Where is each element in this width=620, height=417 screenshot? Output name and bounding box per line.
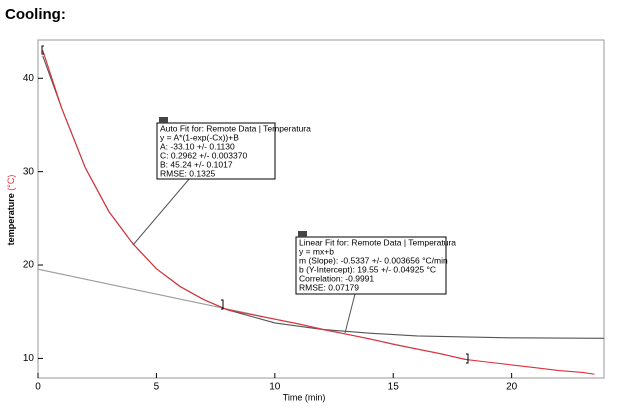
annotation-frame xyxy=(295,236,447,295)
leader-lines xyxy=(132,177,356,334)
annotation-line: Correlation: -0.9991 xyxy=(299,273,374,283)
annotation-line: C: 0.2962 +/- 0.003370 xyxy=(160,150,247,160)
leader-line xyxy=(132,177,191,246)
y-axis-label: temperature (°C) xyxy=(6,175,16,246)
annotation-frame xyxy=(156,122,276,180)
annotation-line: Auto Fit for: Remote Data | Temperatura xyxy=(160,123,311,133)
x-tick-label: 20 xyxy=(506,382,518,393)
annotation-line: B: 45.24 +/- 0.1017 xyxy=(160,159,233,169)
x-tick-label: 10 xyxy=(269,382,281,393)
y-tick-label: 20 xyxy=(23,260,35,271)
annotation-line: Linear Fit for: Remote Data | Temperatur… xyxy=(299,237,456,247)
bracket xyxy=(466,353,469,364)
y-label-text: temperature xyxy=(6,193,16,245)
x-axis-label: Time (min) xyxy=(283,392,326,402)
plot-frame xyxy=(37,39,605,379)
annotation-line: y = A*(1-exp(-Cx))+B xyxy=(160,132,239,142)
annotation-line: RMSE: 0.07179 xyxy=(299,282,359,292)
annotation-line: b (Y-Intercept): 19.55 +/- 0.04925 °C xyxy=(299,264,436,274)
x-tick-label: 0 xyxy=(35,382,41,393)
annotation-line: m (Slope): -0.5337 +/- 0.003656 °C/min xyxy=(299,255,448,265)
annotation-icon xyxy=(159,117,168,123)
y-tick-label: 40 xyxy=(23,73,35,84)
annotation-line: y = mx+b xyxy=(299,246,334,256)
bracket xyxy=(41,45,44,55)
bracket xyxy=(221,299,224,310)
data-line xyxy=(42,50,595,375)
annotation-line: A: -33.10 +/- 0.1130 xyxy=(160,141,235,151)
annotation-box: Linear Fit for: Remote Data | Temperatur… xyxy=(295,231,456,295)
x-tick-label: 15 xyxy=(388,382,400,393)
y-tick-label: 30 xyxy=(23,166,35,177)
range-brackets xyxy=(41,45,469,364)
annotation-icon xyxy=(298,231,307,237)
y-tick-label: 10 xyxy=(23,353,35,364)
annotation-line: RMSE: 0.1325 xyxy=(160,168,216,178)
page-title: Cooling: xyxy=(5,6,66,23)
annotation-box: Auto Fit for: Remote Data | Temperaturay… xyxy=(156,117,311,180)
data-line xyxy=(42,55,605,339)
y-label-unit: (°C) xyxy=(6,175,16,191)
plot-marks xyxy=(37,50,605,378)
x-tick-label: 5 xyxy=(154,382,160,393)
leader-line xyxy=(344,293,356,334)
